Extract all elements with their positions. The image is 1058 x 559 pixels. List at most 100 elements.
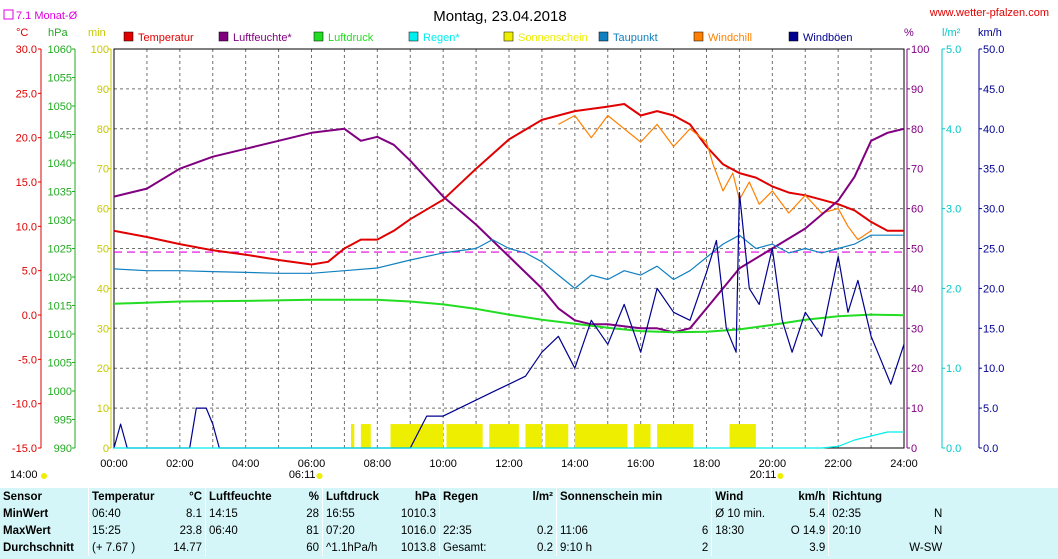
- stats-value-6: O 14.9: [790, 524, 826, 537]
- stats-row-label: MaxWert: [3, 524, 51, 537]
- minutes-axis-tick-label: 50: [97, 244, 109, 256]
- legend-swatch-4: [503, 31, 514, 42]
- x-tick-label: 16:00: [627, 458, 655, 470]
- website-label[interactable]: www.wetter-pfalzen.com: [929, 7, 1049, 19]
- stats-header-4: Regen: [439, 488, 510, 505]
- unit-celsius: °C: [16, 27, 28, 39]
- stats-value-2: 28: [306, 507, 319, 520]
- stats-header-unit-1: °C: [189, 490, 202, 503]
- minutes-axis-tick-label: 30: [97, 323, 109, 335]
- legend-swatch-6: [693, 31, 704, 42]
- sunshine-bars: [351, 424, 756, 448]
- legend-label-5: Taupunkt: [613, 32, 658, 44]
- sunset-label: 20:11: [750, 469, 777, 481]
- stats-value-5: 6: [701, 524, 709, 537]
- temp-axis-tick-label: 0.0: [22, 310, 37, 322]
- stats-value-7: N: [933, 524, 943, 537]
- stats-time-1: 15:25: [88, 522, 159, 539]
- minutes-axis-tick-label: 40: [97, 283, 109, 295]
- legend-swatch-5: [598, 31, 609, 42]
- stats-time-5: [556, 505, 666, 522]
- stats-row-label: Durchschnitt: [3, 541, 74, 554]
- legend: Temperatur Luftfeuchte* Luftdruck Regen* Son…: [123, 31, 853, 44]
- temp-axis-tick-label: 10.0: [16, 221, 37, 233]
- x-tick-label: 24:00: [890, 458, 918, 470]
- legend-label-3: Regen*: [423, 32, 460, 44]
- series-luftfeuchte: [113, 127, 905, 334]
- wind-axis-tick-label: 45.0: [983, 84, 1004, 96]
- monthly-avg-label: 7.1 Monat-Ø: [16, 10, 78, 22]
- sunshine-block-9: [657, 424, 694, 448]
- rain-axis-tick-label: 0.0: [946, 443, 961, 455]
- legend-swatch-7: [788, 31, 799, 42]
- wind-axis-tick-label: 20.0: [983, 283, 1004, 295]
- sunrise-icon: [316, 473, 323, 479]
- unit-min: min: [88, 27, 106, 39]
- sunshine-block-8: [634, 424, 651, 448]
- x-tick-label: 18:00: [693, 458, 721, 470]
- minutes-axis-tick-label: 10: [97, 403, 109, 415]
- wind-axis-tick-label: 40.0: [983, 124, 1004, 136]
- stats-value-3: 1016.0: [400, 524, 436, 537]
- stats-time-7: 02:35: [828, 505, 900, 522]
- left-sun-icon: [41, 473, 47, 479]
- stats-time-1: 06:40: [88, 505, 159, 522]
- stats-time-3: 16:55: [322, 505, 393, 522]
- stats-value-4: 0.2: [537, 541, 553, 554]
- sunshine-block-4: [489, 424, 519, 448]
- pressure-axis-tick-label: 1015: [48, 301, 72, 313]
- stats-time-4: 22:35: [439, 522, 510, 539]
- temp-axis-tick-label: -15.0: [12, 443, 37, 455]
- stats-row: Durchschnitt (+ 7.67 ) 14.77 60 ^1.1hPa/h 101…: [0, 539, 945, 556]
- stats-value-5: 2: [701, 541, 709, 554]
- minutes-axis-tick-label: 80: [97, 124, 109, 136]
- stats-value-2: 81: [306, 524, 319, 537]
- stats-header-unit-3: hPa: [414, 490, 436, 503]
- stats-header-5: Sonnenschein min: [556, 488, 666, 505]
- stats-value-1: 23.8: [179, 524, 202, 537]
- stats-value-4: 0.2: [537, 524, 553, 537]
- stats-time-5: 9:10 h: [556, 539, 666, 556]
- stats-row-label: MinWert: [3, 507, 49, 520]
- series-lines: [113, 103, 905, 449]
- unit-kmh: km/h: [978, 27, 1002, 39]
- temp-axis-tick-label: -5.0: [18, 354, 37, 366]
- humidity-axis-tick-label: 0: [911, 443, 917, 455]
- minutes-axis-tick-label: 60: [97, 204, 109, 216]
- unit-hpa: hPa: [48, 27, 68, 39]
- stats-header-7: Richtung: [828, 488, 900, 505]
- temp-axis-tick-label: -10.0: [12, 399, 37, 411]
- series-taupunkt: [113, 234, 904, 289]
- unit-lm2: l/m²: [942, 27, 961, 39]
- stats-time-1: (+ 7.67 ): [88, 539, 159, 556]
- wind-axis-tick-label: 30.0: [983, 204, 1004, 216]
- sun-markers: 06:11 20:11 14:00: [10, 469, 784, 481]
- stats-time-2: [205, 539, 276, 556]
- humidity-axis-tick-label: 80: [911, 124, 923, 136]
- stats-header-unit-2: %: [308, 490, 319, 503]
- stats-time-6: [711, 539, 783, 556]
- rain-axis-tick-label: 5.0: [946, 44, 961, 56]
- humidity-axis-tick-label: 40: [911, 283, 923, 295]
- pressure-axis-tick-label: 1000: [48, 386, 72, 398]
- x-tick-label: 20:00: [759, 458, 787, 470]
- x-tick-label: 12:00: [495, 458, 523, 470]
- stats-time-2: 06:40: [205, 522, 276, 539]
- stats-time-5: 11:06: [556, 522, 666, 539]
- pressure-axis-tick-label: 1055: [48, 73, 72, 85]
- axes: 30.0 25.0 20.0 15.0 10.0 5.0 0.0 -5.0 -10.0 -15.0…: [12, 44, 1005, 470]
- rain-axis-tick-label: 4.0: [946, 124, 961, 136]
- series-luftdruck: [113, 298, 905, 334]
- x-tick-label: 00:00: [100, 458, 128, 470]
- unit-percent: %: [904, 27, 914, 39]
- x-tick-label: 22:00: [824, 458, 852, 470]
- stats-header-3: Luftdruck: [322, 488, 393, 505]
- minutes-axis-tick-label: 70: [97, 164, 109, 176]
- legend-label-2: Luftdruck: [328, 32, 374, 44]
- humidity-axis-tick-label: 50: [911, 244, 923, 256]
- stats-value-1: 14.77: [173, 541, 202, 554]
- pressure-axis-tick-label: 1045: [48, 130, 72, 142]
- humidity-axis-tick-label: 20: [911, 363, 923, 375]
- legend-label-4: Sonnenschein: [518, 32, 588, 44]
- series-regen: [114, 431, 904, 449]
